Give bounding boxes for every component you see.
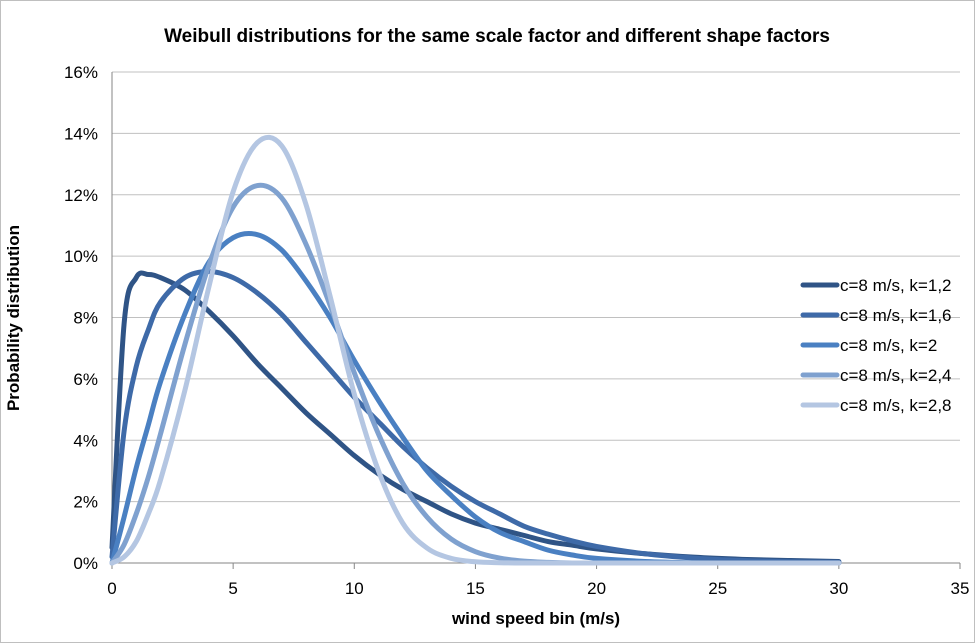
x-tick-label: 15 bbox=[466, 579, 485, 598]
series-line-3 bbox=[109, 231, 842, 566]
y-tick-label: 12% bbox=[64, 186, 98, 205]
x-axis-title: wind speed bin (m/s) bbox=[451, 609, 620, 628]
series-line-2 bbox=[109, 268, 842, 565]
x-tick-label: 10 bbox=[345, 579, 364, 598]
x-tick-labels: 0 5 10 15 20 25 30 35 bbox=[107, 579, 969, 598]
x-tick-label: 0 bbox=[107, 579, 116, 598]
y-tick-labels: 0% 2% 4% 6% 8% 10% 12% 14% 16% bbox=[64, 63, 98, 573]
series-line-5 bbox=[109, 134, 842, 566]
axes bbox=[111, 72, 961, 569]
x-tick-label: 5 bbox=[228, 579, 237, 598]
y-tick-label: 10% bbox=[64, 247, 98, 266]
y-tick-label: 0% bbox=[73, 554, 98, 573]
y-tick-label: 14% bbox=[64, 124, 98, 143]
chart-title: Weibull distributions for the same scale… bbox=[164, 26, 830, 47]
y-tick-label: 4% bbox=[73, 431, 98, 450]
grid-lines bbox=[112, 71, 960, 503]
y-tick-label: 6% bbox=[73, 370, 98, 389]
series-lines bbox=[109, 134, 842, 566]
x-tick-label: 35 bbox=[951, 579, 970, 598]
x-tick-label: 20 bbox=[587, 579, 606, 598]
x-tick-label: 30 bbox=[829, 579, 848, 598]
y-tick-label: 2% bbox=[73, 493, 98, 512]
legend-label: c=8 m/s, k=1,2 bbox=[840, 276, 952, 295]
legend-label: c=8 m/s, k=2,4 bbox=[840, 366, 952, 385]
y-axis-title: Probability distribution bbox=[4, 225, 23, 411]
y-tick-label: 8% bbox=[73, 309, 98, 328]
y-tick-label: 16% bbox=[64, 63, 98, 82]
x-tick-label: 25 bbox=[708, 579, 727, 598]
legend-label: c=8 m/s, k=1,6 bbox=[840, 306, 952, 325]
legend: c=8 m/s, k=1,2 c=8 m/s, k=1,6 c=8 m/s, k=2… bbox=[800, 276, 952, 415]
legend-label: c=8 m/s, k=2 bbox=[840, 336, 937, 355]
legend-label: c=8 m/s, k=2,8 bbox=[840, 396, 952, 415]
